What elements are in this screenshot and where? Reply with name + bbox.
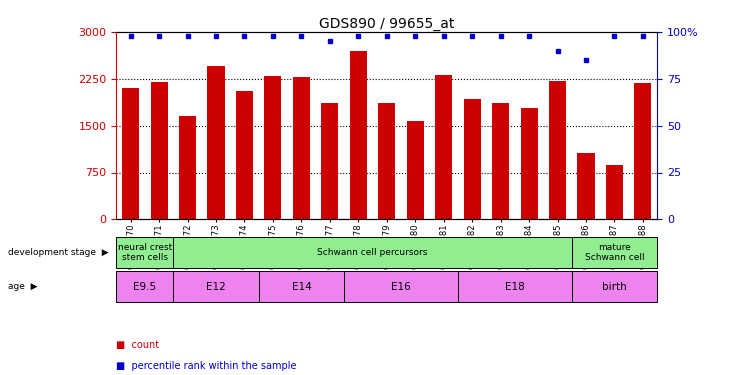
Bar [236, 91, 253, 219]
Text: E14: E14 [291, 282, 311, 291]
Bar [407, 121, 424, 219]
Bar [293, 77, 310, 219]
Bar [321, 102, 339, 219]
Bar [264, 76, 282, 219]
Text: E18: E18 [505, 282, 525, 291]
Bar [572, 237, 657, 268]
Bar [116, 271, 173, 302]
Bar [207, 66, 225, 219]
Bar [350, 51, 366, 219]
Bar [122, 88, 139, 219]
Bar [379, 102, 395, 219]
Bar [258, 271, 344, 302]
Bar [549, 81, 566, 219]
Text: ■  percentile rank within the sample: ■ percentile rank within the sample [116, 361, 297, 370]
Bar [173, 271, 258, 302]
Text: Schwann cell percursors: Schwann cell percursors [318, 248, 428, 257]
Text: neural crest
stem cells: neural crest stem cells [118, 243, 172, 262]
Text: mature
Schwann cell: mature Schwann cell [584, 243, 644, 262]
Bar [520, 108, 538, 219]
Text: development stage  ▶: development stage ▶ [8, 248, 108, 257]
Text: birth: birth [602, 282, 627, 291]
Bar [116, 237, 173, 268]
Bar [606, 165, 623, 219]
Text: age  ▶: age ▶ [8, 282, 37, 291]
Text: ■  count: ■ count [116, 340, 159, 350]
Title: GDS890 / 99655_at: GDS890 / 99655_at [319, 17, 454, 31]
Bar [458, 271, 572, 302]
Text: E16: E16 [391, 282, 411, 291]
Bar [492, 103, 509, 219]
Bar [173, 237, 572, 268]
Bar [578, 153, 595, 219]
Bar [344, 271, 458, 302]
Text: E9.5: E9.5 [133, 282, 156, 291]
Bar [179, 116, 196, 219]
Bar [150, 82, 167, 219]
Bar [463, 99, 481, 219]
Bar [572, 271, 657, 302]
Bar [635, 83, 651, 219]
Bar [435, 75, 452, 219]
Text: E12: E12 [206, 282, 226, 291]
